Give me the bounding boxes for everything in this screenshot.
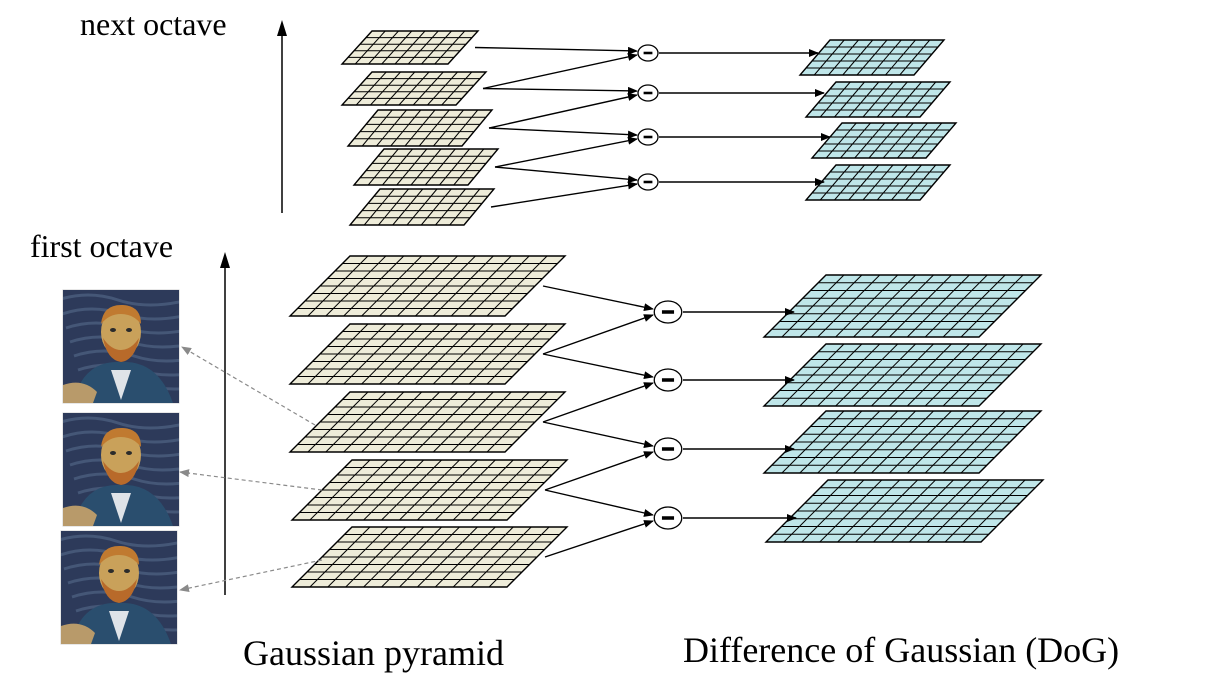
dog-layer-first-2 [762, 343, 1043, 407]
dashed-arrow-2 [179, 469, 323, 491]
gaussian-layer-next-4 [352, 148, 500, 186]
example-image-3 [60, 530, 178, 645]
arrow-first-in-a-4 [544, 489, 654, 517]
gaussian-layer-next-1 [340, 30, 480, 65]
gaussian-layer-first-1 [288, 255, 567, 317]
gaussian-layer-first-2 [288, 323, 567, 385]
dog-layer-next-4 [804, 164, 952, 201]
arrow-next-in-b-1 [482, 53, 638, 90]
dog-layer-first-1 [762, 274, 1043, 338]
arrow-first-in-b-3 [544, 451, 654, 491]
arrow-first-in-a-2 [542, 353, 654, 380]
arrow-first-in-b-2 [542, 382, 654, 423]
arrow-first-in-b-4 [544, 520, 654, 558]
arrow-first-in-b-1 [542, 314, 654, 355]
next-octave-label: next octave [80, 6, 227, 42]
minus-next-2 [637, 84, 659, 102]
first-octave-label: first octave [30, 228, 173, 264]
minus-next-3 [637, 128, 659, 146]
dog-layer-next-1 [798, 39, 946, 76]
dog-layer-first-3 [762, 410, 1043, 474]
arrow-next-in-a-3 [488, 127, 638, 139]
minus-first-4 [653, 506, 683, 530]
example-image-2 [62, 412, 180, 527]
example-images [60, 289, 180, 645]
gaussian-layer-next-2 [340, 71, 488, 106]
gaussian-layer-next-3 [346, 109, 494, 147]
minus-first-1 [653, 300, 683, 324]
gaussian-layer-first-4 [290, 459, 569, 521]
arrow-first-in-a-1 [542, 285, 654, 312]
minus-next-4 [637, 173, 659, 191]
dashed-arrow-3 [179, 559, 323, 593]
next-octave-axis [277, 20, 287, 213]
connectors [179, 44, 831, 593]
dashed-arrow-1 [181, 346, 316, 426]
gaussian-pyramid-label: Gaussian pyramid [243, 633, 504, 673]
arrow-next-in-a-2 [482, 86, 638, 95]
arrow-next-in-b-4 [490, 181, 638, 208]
gaussian-layer-first-5 [290, 526, 569, 588]
arrow-next-in-a-1 [474, 46, 638, 55]
minus-next-1 [637, 44, 659, 62]
dog-label: Difference of Gaussian (DoG) [683, 630, 1119, 670]
arrow-next-in-b-3 [494, 136, 638, 168]
arrow-next-in-b-2 [488, 93, 638, 129]
layers [288, 30, 1045, 588]
arrow-first-in-a-3 [542, 421, 654, 448]
minus-first-2 [653, 368, 683, 392]
dog-layer-next-3 [810, 122, 958, 159]
example-image-1 [62, 289, 180, 404]
minus-first-3 [653, 437, 683, 461]
dog-layer-next-2 [804, 81, 952, 118]
gaussian-layer-next-5 [348, 188, 496, 226]
arrow-next-in-a-4 [494, 166, 638, 184]
dog-layer-first-4 [764, 479, 1045, 543]
first-octave-axis [220, 252, 230, 595]
gaussian-layer-first-3 [288, 391, 567, 453]
